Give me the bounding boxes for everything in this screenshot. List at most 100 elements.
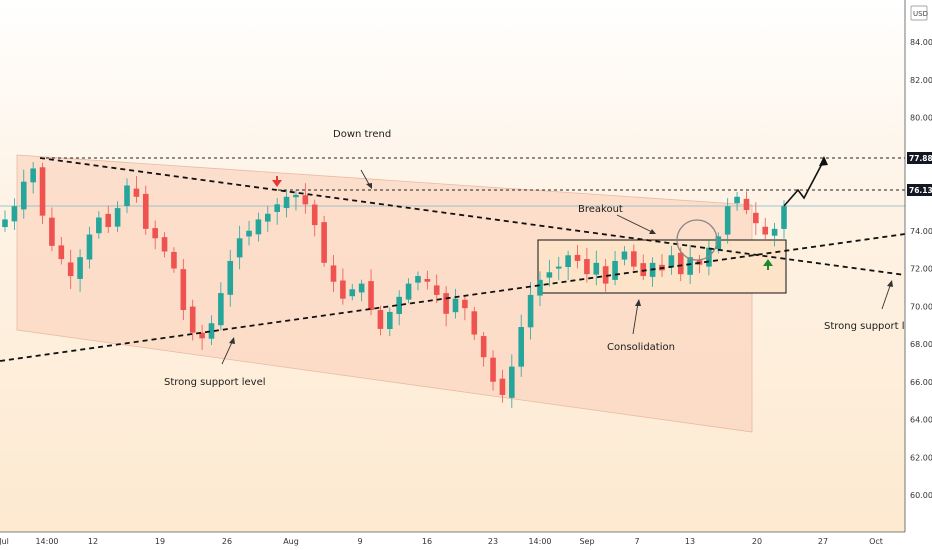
candle <box>443 286 449 327</box>
candle <box>189 299 196 341</box>
down-trend-line <box>39 157 906 276</box>
breakout-pointer <box>616 214 656 234</box>
candles <box>2 162 787 408</box>
x-tick-label: Sep <box>579 537 594 546</box>
candle <box>2 210 8 232</box>
price-badge-76-13: 76.13 <box>907 184 932 196</box>
candle <box>424 270 431 290</box>
candle <box>706 240 712 276</box>
breakout-circle <box>676 219 718 261</box>
candle <box>349 283 356 301</box>
y-tick-label: 74.00 <box>910 227 932 236</box>
candle <box>612 250 618 286</box>
x-axis-ticks: Jul 14:00 12 19 26 Aug 9 16 23 14:00 Sep 7 13 20 27 Oct <box>0 537 883 546</box>
candle <box>227 249 234 307</box>
down-trend-label: Down trend <box>333 129 391 140</box>
candle <box>218 282 224 331</box>
price-badge-77-88-label: 77.88 <box>909 154 932 163</box>
x-tick-label: 7 <box>634 537 639 546</box>
candle <box>293 190 299 211</box>
x-tick-label: 20 <box>752 537 762 546</box>
y-tick-label: 72.00 <box>910 265 932 274</box>
x-tick-label: Aug <box>283 537 299 546</box>
candle <box>387 307 393 337</box>
currency-label: USD <box>913 10 928 18</box>
price-badge-76-13-label: 76.13 <box>909 186 932 195</box>
candle <box>67 249 74 289</box>
candle <box>161 232 168 258</box>
candle <box>537 271 543 306</box>
support-left-pointer <box>221 337 235 365</box>
candle <box>86 226 93 269</box>
candle <box>565 250 571 281</box>
candle <box>199 324 205 351</box>
candle <box>640 254 647 281</box>
y-tick-label: 60.00 <box>910 491 932 500</box>
candle <box>114 201 121 232</box>
candle <box>433 274 440 303</box>
x-tick-label: 9 <box>357 537 362 546</box>
candle <box>405 278 412 304</box>
candle <box>452 288 459 319</box>
candle <box>283 189 290 218</box>
candle <box>11 198 18 230</box>
candle <box>105 205 112 233</box>
consolidation-label: Consolidation <box>607 342 675 353</box>
candle <box>555 256 562 281</box>
candle <box>574 244 581 269</box>
candle <box>77 249 83 292</box>
candle <box>743 191 750 215</box>
y-tick-label: 66.00 <box>910 378 932 387</box>
candle <box>180 258 187 320</box>
y-tick-label: 64.00 <box>910 416 932 425</box>
support-left-label: Strong support level <box>164 377 266 388</box>
candle <box>20 169 27 219</box>
projection-arrowhead <box>819 156 828 166</box>
y-tick-label: 68.00 <box>910 340 932 349</box>
candle <box>462 295 468 321</box>
x-tick-label: 13 <box>685 537 695 546</box>
candle <box>358 279 365 302</box>
candle <box>246 220 252 246</box>
y-tick-label: 82.00 <box>910 76 932 85</box>
candle <box>330 254 337 293</box>
candle <box>124 178 130 214</box>
candle <box>171 247 177 273</box>
red-down-arrow <box>272 176 282 187</box>
candle <box>30 162 36 194</box>
candle <box>152 220 158 250</box>
candle <box>302 183 309 214</box>
projection-path <box>783 159 825 207</box>
support-right-label: Strong support level <box>824 321 926 332</box>
price-badge-77-88: 77.88 <box>907 152 932 164</box>
x-tick-label: 16 <box>422 537 432 546</box>
x-tick-label: 19 <box>155 537 165 546</box>
candle <box>593 250 600 286</box>
y-tick-label: 70.00 <box>910 302 932 311</box>
candle <box>264 206 271 232</box>
candle <box>509 354 515 408</box>
x-tick-label: 12 <box>88 537 98 546</box>
candle <box>480 331 487 367</box>
candle <box>274 198 280 225</box>
candle <box>208 315 215 345</box>
candle <box>499 369 506 403</box>
x-tick-label: Jul <box>0 537 9 546</box>
green-up-arrow <box>763 259 773 270</box>
x-tick-label: 14:00 <box>35 537 58 546</box>
x-tick-label: 26 <box>222 537 232 546</box>
candle <box>396 290 402 326</box>
candle <box>321 215 327 267</box>
candle <box>584 247 590 283</box>
x-tick-label: 23 <box>488 537 498 546</box>
x-tick-label: 14:00 <box>528 537 551 546</box>
candle <box>621 246 628 266</box>
y-tick-label: 62.00 <box>910 453 932 462</box>
candle <box>602 258 609 292</box>
candle <box>340 268 346 305</box>
breakout-label: Breakout <box>578 204 623 215</box>
y-tick-label: 80.00 <box>910 114 932 123</box>
candle <box>753 202 759 236</box>
candle <box>39 162 46 225</box>
